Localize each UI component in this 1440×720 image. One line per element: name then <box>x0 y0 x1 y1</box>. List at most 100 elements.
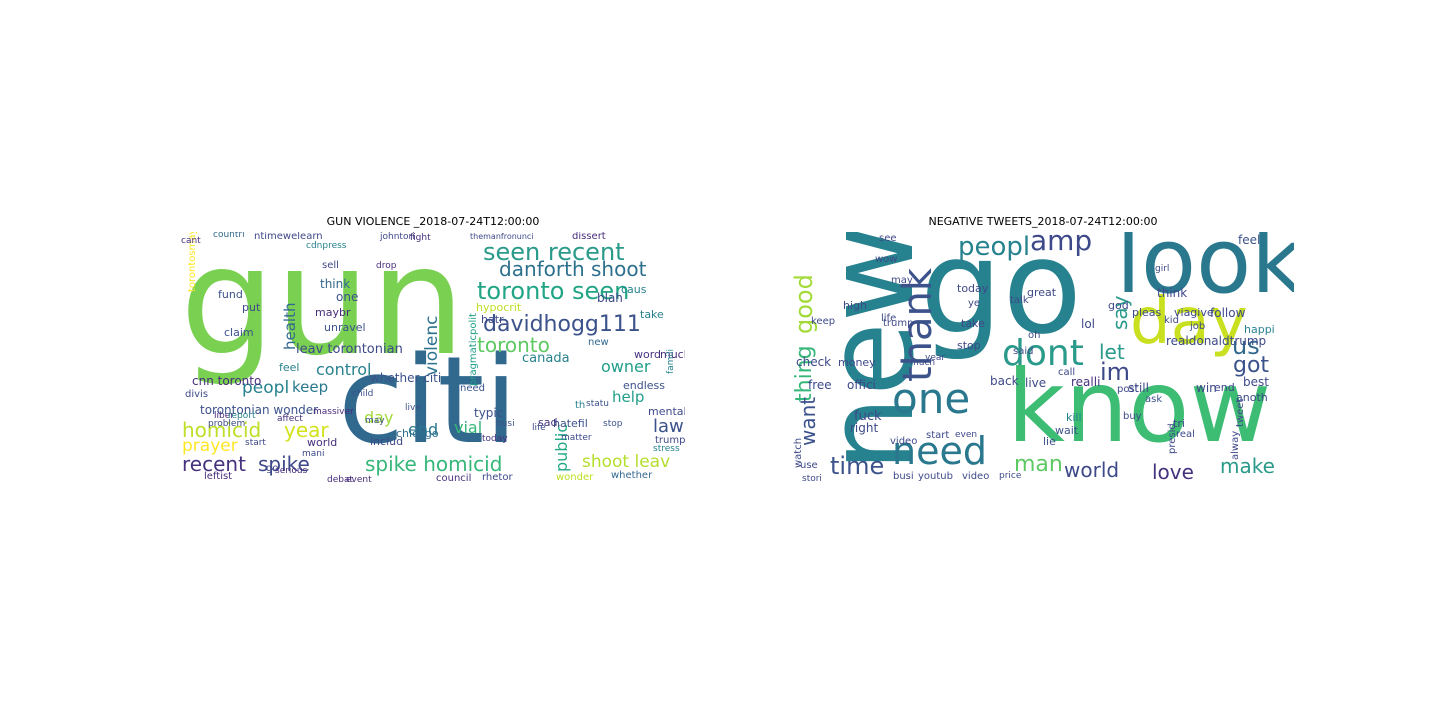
cloud-word: right <box>850 421 879 435</box>
cloud-word: need <box>460 383 485 394</box>
cloud-word: prayer <box>182 436 238 456</box>
cloud-word: wait <box>1055 424 1079 437</box>
cloud-word: cdnpress <box>306 241 347 251</box>
cloud-word: unravel <box>324 321 366 334</box>
cloud-word: peopl <box>242 378 290 398</box>
cloud-word: man <box>1014 452 1063 477</box>
cloud-word: violenc <box>422 315 442 377</box>
cloud-word: call <box>1058 367 1076 378</box>
cloud-word: im <box>1100 358 1131 386</box>
cloud-word: famili <box>666 349 676 374</box>
cloud-word: make <box>1220 454 1275 478</box>
cloud-word: god <box>1108 299 1129 312</box>
cloud-word: high <box>843 299 867 312</box>
cloud-word: may <box>365 416 385 426</box>
cloud-word: wow <box>875 254 898 265</box>
cloud-word: alway <box>1230 430 1241 460</box>
cloud-word: stori <box>802 474 822 483</box>
cloud-word: fuck <box>854 409 882 424</box>
cloud-word: drop <box>376 261 397 271</box>
cloud-word: viagive <box>1174 306 1214 319</box>
cloud-word: even <box>955 430 978 440</box>
cloud-word: divis <box>185 389 209 400</box>
cloud-word: end <box>1214 381 1235 394</box>
cloud-word: world <box>307 436 338 449</box>
cloud-word: job <box>1190 321 1206 332</box>
cloud-word: today <box>957 282 989 295</box>
cloud-word: caus <box>621 283 647 296</box>
cloud-word: said <box>1013 346 1034 357</box>
cloud-word: know <box>1007 348 1272 465</box>
cloud-word: trump <box>883 318 914 329</box>
cloud-word: child <box>352 389 374 399</box>
cloud-word: leav torontonian <box>296 342 403 357</box>
cloud-word: mental <box>648 405 685 418</box>
cloud-word: massiver <box>313 407 354 417</box>
cloud-word: chicago <box>396 427 439 440</box>
cloud-word: busi <box>893 471 914 482</box>
cloud-word: law <box>653 416 684 437</box>
cloud-word: let <box>1099 340 1125 364</box>
cloud-word: look <box>1116 232 1294 314</box>
cloud-word: end <box>408 420 439 439</box>
cloud-word: johntori <box>380 232 415 242</box>
cloud-word: feel <box>279 361 300 374</box>
cloud-word: time <box>830 452 885 480</box>
cloud-word: dissert <box>572 232 606 242</box>
cloud-word: start <box>926 430 950 441</box>
cloud-word: much <box>660 348 685 361</box>
cloud-word: life <box>532 423 546 433</box>
cloud-word: tri <box>1173 417 1185 430</box>
cloud-word: cant <box>181 236 201 246</box>
cloud-word: year <box>925 353 946 363</box>
cloud-word: still <box>1128 381 1149 395</box>
cloud-word: go <box>266 463 279 474</box>
left-panel-title: GUN VIOLENCE _2018-07-24T12:00:00 <box>326 215 540 228</box>
cloud-word: sell <box>322 260 339 271</box>
cloud-word: stop <box>603 419 623 429</box>
cloud-word: busi <box>496 419 515 429</box>
cloud-word: tweet <box>1235 398 1246 427</box>
cloud-word: check <box>796 355 832 369</box>
cloud-word: mani <box>302 449 325 459</box>
cloud-word: lie <box>1043 435 1056 448</box>
cloud-word: win <box>1196 381 1217 395</box>
cloud-word: realdonaldtrump <box>1166 334 1267 348</box>
cloud-word: got <box>1233 353 1270 378</box>
cloud-word: video <box>962 471 990 482</box>
cloud-word: kid <box>1164 315 1179 326</box>
cloud-word: ye <box>968 298 981 309</box>
cloud-word: take <box>640 308 664 321</box>
cloud-word: public <box>552 423 571 472</box>
cloud-word: seen recent <box>483 238 625 266</box>
cloud-word: one <box>336 290 359 304</box>
cloud-word: amp <box>1030 232 1093 257</box>
cloud-word: live <box>1025 376 1047 390</box>
cloud-word: gun <box>180 232 466 389</box>
cloud-word: money <box>838 356 876 369</box>
cloud-word: liber <box>214 411 234 421</box>
cloud-word: ntimewelearn <box>254 232 323 242</box>
cloud-word: go <box>920 232 1083 363</box>
cloud-word: citi <box>338 332 518 471</box>
cloud-word: th <box>575 400 586 411</box>
cloud-word: peopl <box>958 232 1031 262</box>
cloud-word: back <box>990 374 1019 388</box>
cloud-word: report <box>228 411 256 421</box>
cloud-word: hatefil <box>553 417 588 430</box>
cloud-word: shoot leav <box>582 452 671 472</box>
cloud-word: buy <box>1123 411 1142 422</box>
cloud-word: toronto <box>477 333 550 357</box>
cloud-word: blah <box>597 291 623 305</box>
cloud-word: control <box>316 360 372 379</box>
cloud-word: toronto seen <box>477 277 630 305</box>
cloud-word: stress <box>653 444 680 454</box>
cloud-word: hypocrit <box>476 301 522 314</box>
cloud-word: trump <box>655 435 685 446</box>
cloud-word: best <box>1243 375 1269 389</box>
cloud-word: endless <box>623 379 666 392</box>
cloud-word: youtub <box>918 471 953 482</box>
cloud-word: girl <box>1155 264 1170 274</box>
cloud-word: live <box>405 403 421 413</box>
cloud-word: help <box>612 388 645 406</box>
